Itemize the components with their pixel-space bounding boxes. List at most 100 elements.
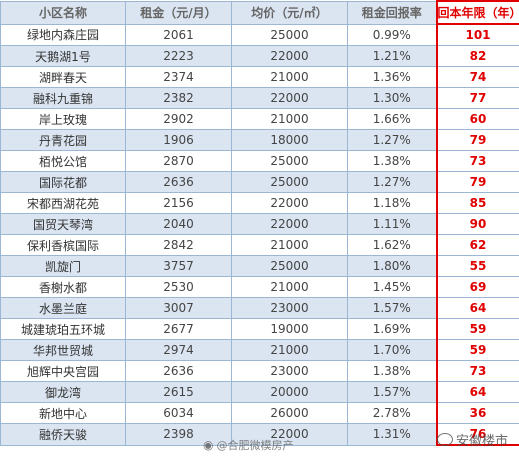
cell-payback-years: 73: [435, 150, 519, 172]
cell-rent-return-rate: 1.36%: [347, 66, 437, 88]
cell-community-name: 凯旋门: [0, 255, 126, 277]
cell-rent-return-rate: 1.30%: [347, 87, 437, 109]
table-row: 水墨兰庭 3007 23000 1.57% 64: [0, 297, 519, 319]
table-row: 融侨天骏 2398 22000 1.31% 76: [0, 423, 519, 446]
cell-community-name: 旭辉中央宫园: [0, 360, 126, 382]
cell-rent: 2636: [125, 171, 232, 193]
cell-community-name: 城建琥珀五环城: [0, 318, 126, 340]
cell-rent: 2974: [125, 339, 232, 361]
cell-rent-return-rate: 1.38%: [347, 150, 437, 172]
cell-rent: 2040: [125, 213, 232, 235]
cell-avg-price: 25000: [231, 255, 348, 277]
cell-rent: 6034: [125, 402, 232, 424]
cell-rent-return-rate: 1.21%: [347, 45, 437, 67]
cell-rent-return-rate: 1.27%: [347, 171, 437, 193]
cell-community-name: 湖畔春天: [0, 66, 126, 88]
table-row: 香榭水都 2530 21000 1.45% 69: [0, 276, 519, 298]
cell-payback-years: 64: [435, 381, 519, 403]
table-row: 融科九重锦 2382 22000 1.30% 77: [0, 87, 519, 109]
cell-community-name: 天鹅湖1号: [0, 45, 126, 67]
cell-rent-return-rate: 1.80%: [347, 255, 437, 277]
cell-community-name: 岸上玫瑰: [0, 108, 126, 130]
cell-payback-years: 77: [435, 87, 519, 109]
header-rent: 租金（元/月）: [125, 0, 232, 25]
table-row: 保利香槟国际 2842 21000 1.62% 62: [0, 234, 519, 256]
table-row: 天鹅湖1号 2223 22000 1.21% 82: [0, 45, 519, 67]
cell-rent-return-rate: 1.57%: [347, 297, 437, 319]
cell-payback-years: 59: [435, 339, 519, 361]
cell-rent: 2374: [125, 66, 232, 88]
cell-payback-years: 90: [435, 213, 519, 235]
cell-avg-price: 22000: [231, 423, 348, 446]
cell-rent: 3757: [125, 255, 232, 277]
table-row: 岸上玫瑰 2902 21000 1.66% 60: [0, 108, 519, 130]
cell-rent: 2382: [125, 87, 232, 109]
cell-community-name: 香榭水都: [0, 276, 126, 298]
cell-rent-return-rate: 1.38%: [347, 360, 437, 382]
cell-rent: 2842: [125, 234, 232, 256]
cell-community-name: 宋都西湖花苑: [0, 192, 126, 214]
cell-rent-return-rate: 1.69%: [347, 318, 437, 340]
cell-avg-price: 20000: [231, 381, 348, 403]
table-row: 御龙湾 2615 20000 1.57% 64: [0, 381, 519, 403]
cell-avg-price: 25000: [231, 171, 348, 193]
cell-avg-price: 18000: [231, 129, 348, 151]
table-row: 宋都西湖花苑 2156 22000 1.18% 85: [0, 192, 519, 214]
cell-rent-return-rate: 1.31%: [347, 423, 437, 446]
cell-rent-return-rate: 1.27%: [347, 129, 437, 151]
table-row: 华邦世贸城 2974 21000 1.70% 59: [0, 339, 519, 361]
rent-return-table: 小区名称 租金（元/月） 均价（元/㎡） 租金回报率 回本年限（年） 绿地内森庄…: [0, 0, 519, 446]
cell-rent: 2223: [125, 45, 232, 67]
cell-payback-years: 59: [435, 318, 519, 340]
table-row: 城建琥珀五环城 2677 19000 1.69% 59: [0, 318, 519, 340]
header-avg-price: 均价（元/㎡）: [231, 0, 348, 25]
cell-avg-price: 23000: [231, 360, 348, 382]
cell-payback-years: 79: [435, 171, 519, 193]
cell-rent-return-rate: 1.11%: [347, 213, 437, 235]
cell-community-name: 融科九重锦: [0, 87, 126, 109]
cell-community-name: 新地中心: [0, 402, 126, 424]
cell-rent-return-rate: 2.78%: [347, 402, 437, 424]
cell-rent: 2398: [125, 423, 232, 446]
cell-community-name: 国贸天琴湾: [0, 213, 126, 235]
cell-payback-years: 74: [435, 66, 519, 88]
cell-rent: 2530: [125, 276, 232, 298]
cell-rent-return-rate: 1.57%: [347, 381, 437, 403]
cell-rent-return-rate: 1.66%: [347, 108, 437, 130]
cell-avg-price: 21000: [231, 276, 348, 298]
cell-payback-years: 60: [435, 108, 519, 130]
cell-payback-years: 82: [435, 45, 519, 67]
header-community-name: 小区名称: [0, 0, 126, 25]
cell-payback-years: 76: [435, 423, 519, 446]
cell-payback-years: 55: [435, 255, 519, 277]
cell-rent: 2902: [125, 108, 232, 130]
cell-payback-years: 85: [435, 192, 519, 214]
cell-payback-years: 62: [435, 234, 519, 256]
cell-community-name: 栢悦公馆: [0, 150, 126, 172]
table-row: 丹青花园 1906 18000 1.27% 79: [0, 129, 519, 151]
cell-rent: 2677: [125, 318, 232, 340]
cell-rent: 2636: [125, 360, 232, 382]
cell-avg-price: 25000: [231, 23, 348, 46]
cell-community-name: 御龙湾: [0, 381, 126, 403]
table-row: 栢悦公馆 2870 25000 1.38% 73: [0, 150, 519, 172]
cell-rent-return-rate: 0.99%: [347, 23, 437, 46]
cell-rent: 3007: [125, 297, 232, 319]
cell-community-name: 水墨兰庭: [0, 297, 126, 319]
cell-payback-years: 69: [435, 276, 519, 298]
cell-avg-price: 21000: [231, 234, 348, 256]
cell-community-name: 丹青花园: [0, 129, 126, 151]
cell-payback-years: 79: [435, 129, 519, 151]
cell-avg-price: 21000: [231, 66, 348, 88]
table-row: 湖畔春天 2374 21000 1.36% 74: [0, 66, 519, 88]
cell-avg-price: 22000: [231, 87, 348, 109]
cell-payback-years: 36: [435, 402, 519, 424]
cell-rent: 2870: [125, 150, 232, 172]
cell-rent-return-rate: 1.45%: [347, 276, 437, 298]
table-row: 绿地内森庄园 2061 25000 0.99% 101: [0, 23, 519, 46]
cell-rent: 1906: [125, 129, 232, 151]
cell-rent-return-rate: 1.62%: [347, 234, 437, 256]
cell-avg-price: 19000: [231, 318, 348, 340]
cell-community-name: 国际花都: [0, 171, 126, 193]
cell-payback-years: 73: [435, 360, 519, 382]
